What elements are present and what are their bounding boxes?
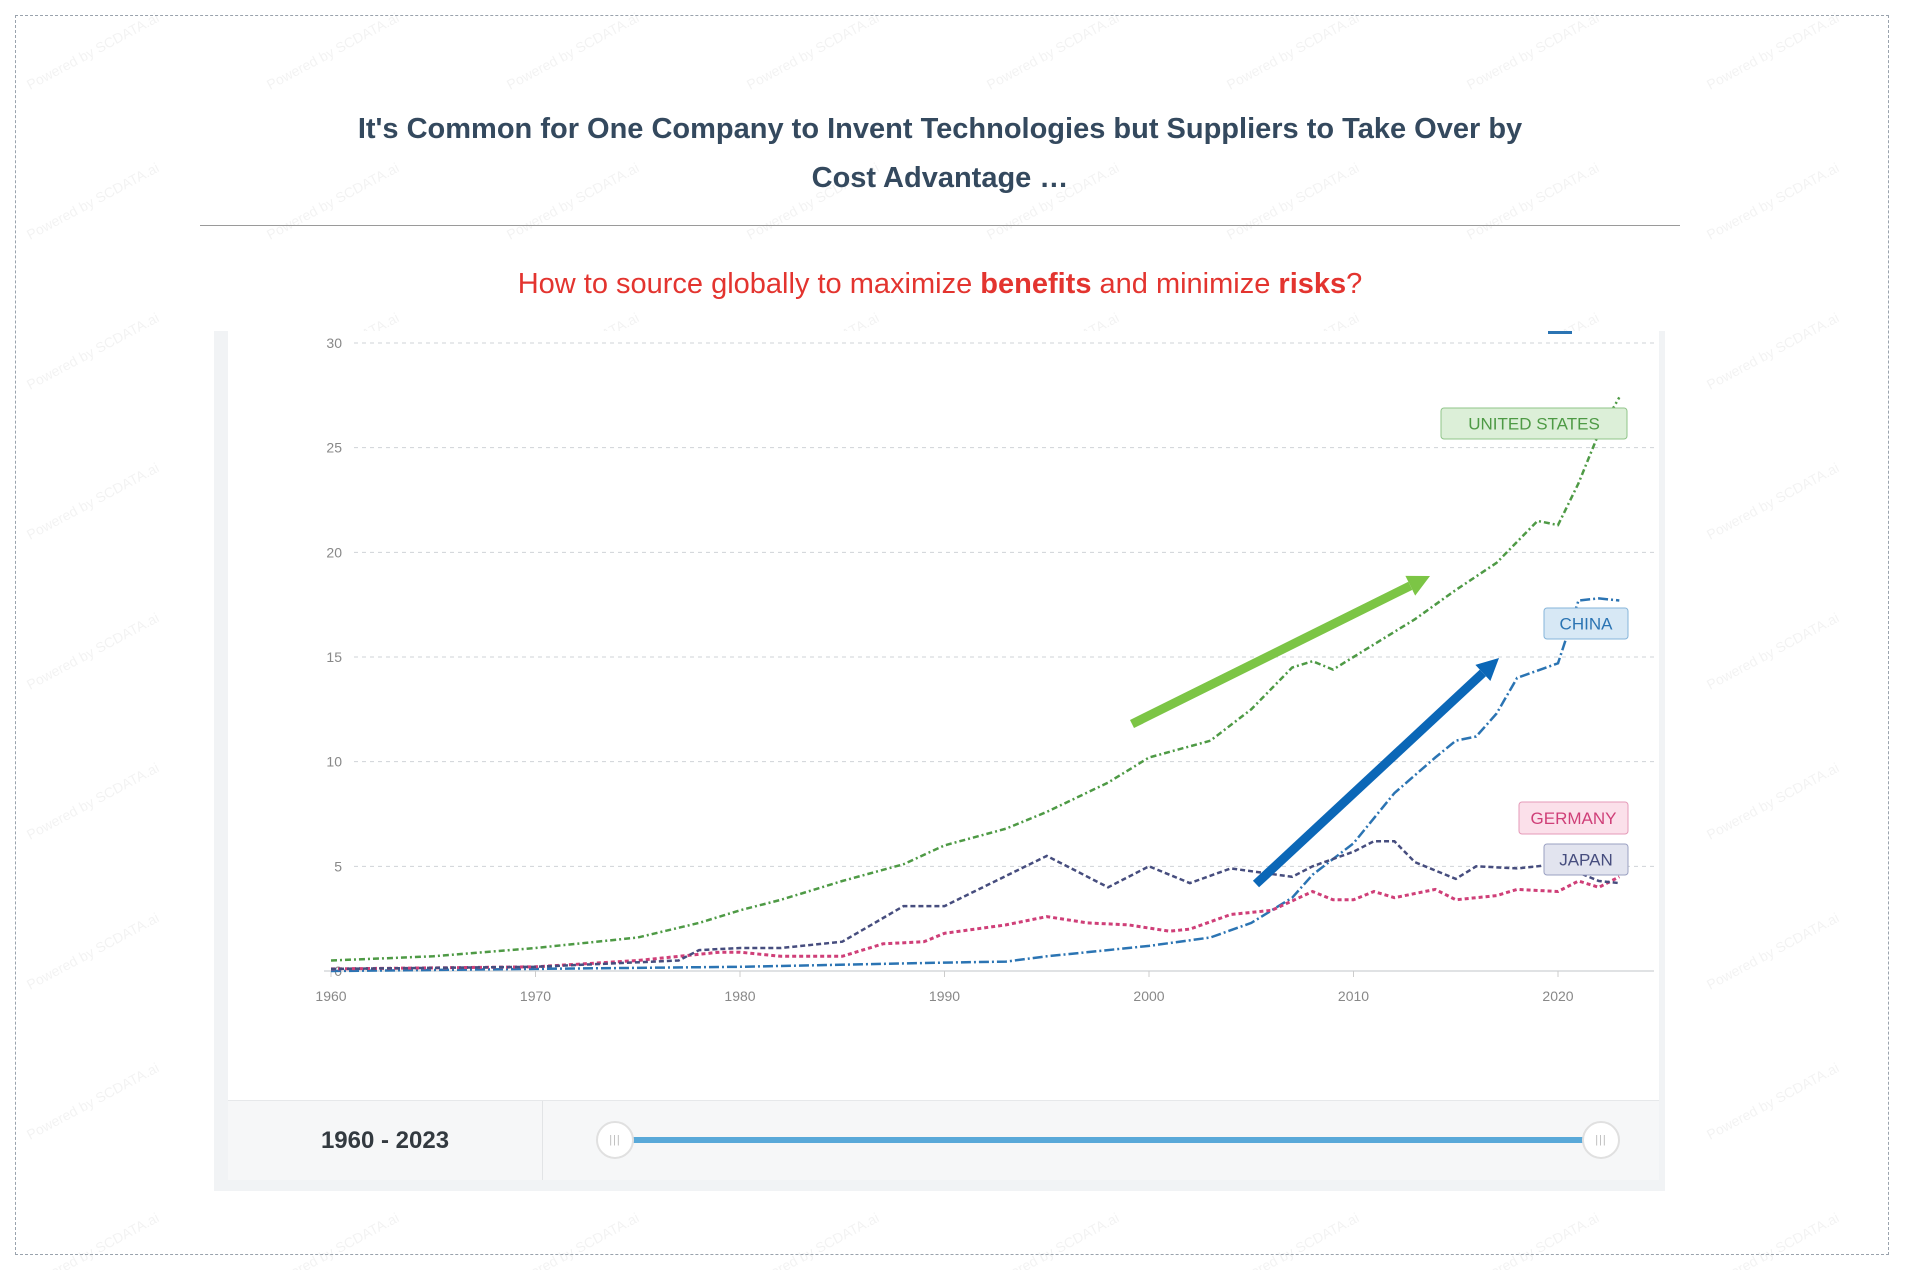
x-tick-label: 2000 [1133,988,1164,1004]
series-line-japan [330,839,1620,971]
series-label-box-japan [1543,843,1629,876]
y-tick-label: 5 [334,858,342,874]
slider-end-handle[interactable]: ||| [1582,1121,1620,1159]
series-label-box-germany [1518,801,1629,835]
series-label-germany: GERMANY [1531,809,1617,828]
series-label-united-states: UNITED STATES [1468,415,1600,434]
series-label-box-united-states [1440,407,1628,440]
page-frame [15,15,1889,1255]
trend-arrow-green-head [1405,575,1430,596]
slider-start-handle[interactable]: ||| [596,1121,634,1159]
trend-arrow-blue-head [1475,658,1499,682]
subtitle-text: ? [1346,268,1363,300]
x-tick-label: 1960 [315,988,346,1004]
slider-track[interactable] [602,1137,1602,1143]
year-range-label: 1960 - 2023 [228,1101,543,1180]
trend-arrow-blue [1252,669,1486,888]
x-tick-label: 1990 [929,988,960,1004]
subtitle-benefits: benefits [980,268,1092,300]
trend-arrow-green [1129,581,1413,729]
y-tick-label: 10 [326,754,342,770]
series-line-china [330,597,1620,973]
series-label-box-china [1543,607,1629,640]
subtitle: How to source globally to maximize benef… [200,268,1680,301]
y-tick-label: 20 [326,544,342,560]
title-line-2: Cost Advantage … [811,162,1069,194]
chart-panel: 0 5 10 15 20 25 30 1960 1970 1980 1990 2000 2010 2020… [214,331,1665,1191]
subtitle-text: and minimize [1091,268,1279,300]
x-tick-label: 1970 [520,988,551,1004]
x-tick-label: 1980 [724,988,755,1004]
page-title: It's Common for One Company to Invent Te… [200,105,1680,203]
x-tick-label: 2020 [1542,988,1573,1004]
subtitle-risks: risks [1278,268,1347,300]
year-range-slider: 1960 - 2023 ||| ||| [228,1100,1659,1180]
series-line-united-states [330,396,1621,962]
series-line-germany [330,875,1620,971]
y-tick-label: 30 [326,335,342,351]
x-tick-label: 2010 [1338,988,1369,1004]
y-tick-label: 15 [326,649,342,665]
series-label-china: CHINA [1560,615,1614,634]
title-line-1: It's Common for One Company to Invent Te… [357,113,1523,145]
title-divider [200,225,1680,226]
series-label-japan: JAPAN [1559,851,1613,870]
y-tick-label: 25 [326,440,342,456]
subtitle-text: How to source globally to maximize [517,268,981,300]
